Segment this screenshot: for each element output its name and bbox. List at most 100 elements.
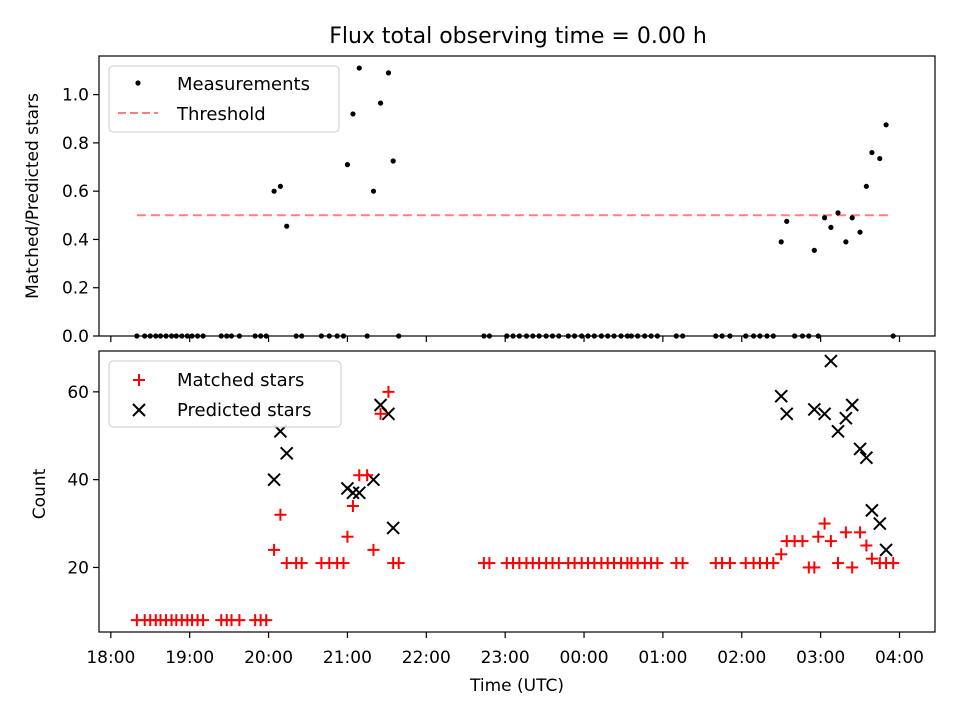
- legend-matched-label: Matched stars: [177, 370, 304, 391]
- predicted-point: [853, 442, 867, 456]
- legend-threshold-label: Threshold: [176, 104, 266, 125]
- legend-predicted-marker: [132, 403, 146, 417]
- bottom-legend: Matched stars Predicted stars: [108, 360, 342, 428]
- x-tick-label: 19:00: [165, 648, 214, 668]
- top-y-tick-label: 0.4: [62, 230, 89, 250]
- matched-point: [676, 557, 689, 570]
- top-y-tick-label: 0.6: [62, 182, 89, 202]
- bottom-y-tick-label: 40: [67, 471, 89, 491]
- chart-title: Flux total observing time = 0.00 h: [329, 24, 707, 49]
- top-y-axis: 0.0 0.2 0.4 0.6 0.8 1.0: [62, 86, 99, 347]
- predicted-point: [279, 446, 294, 461]
- x-tick-label: 22:00: [402, 648, 451, 668]
- legend-measurements-marker: [135, 80, 141, 86]
- predicted-point: [831, 424, 845, 439]
- top-y-tick-label: 0.2: [62, 279, 89, 299]
- matched-point: [382, 385, 395, 398]
- measurement-point: [778, 239, 784, 245]
- matched-point: [865, 552, 878, 565]
- measurement-point: [271, 188, 277, 194]
- top-legend-box: [108, 65, 340, 133]
- measurement-point: [811, 247, 817, 253]
- predicted-point: [824, 354, 838, 368]
- matched-point: [361, 469, 374, 482]
- matched-point: [723, 557, 736, 570]
- x-tick-label: 00:00: [560, 648, 609, 668]
- matched-point: [233, 614, 246, 627]
- matched-point: [374, 407, 387, 420]
- predicted-point: [807, 402, 822, 417]
- matched-point: [824, 535, 837, 548]
- matched-point: [775, 548, 788, 561]
- x-tick-label: 02:00: [717, 648, 766, 668]
- measurement-point: [277, 183, 283, 189]
- matched-point: [337, 557, 350, 570]
- matched-point: [341, 530, 354, 543]
- top-y-tick-label: 0.0: [62, 327, 89, 347]
- x-tick-label: 18:00: [86, 648, 135, 668]
- measurement-point: [863, 183, 869, 189]
- x-tick-label: 23:00: [481, 648, 530, 668]
- predicted-point: [267, 472, 281, 487]
- x-tick-label: 01:00: [638, 648, 687, 668]
- measurement-point: [784, 218, 790, 224]
- top-panel: 0.0 0.2 0.4 0.6 0.8 1.0 Matched/Predicted sta…: [23, 55, 936, 347]
- measurement-point: [344, 162, 351, 168]
- bottom-x-axis: 18:00 19:00 20:00 21:00 22:00 23:00 00:00 01:00…: [86, 632, 924, 668]
- predicted-point: [845, 398, 859, 412]
- measurement-point: [284, 223, 290, 229]
- predicted-point: [817, 407, 832, 421]
- predicted-point: [879, 543, 893, 557]
- matched-point: [767, 557, 780, 570]
- predicted-point: [780, 407, 794, 421]
- measurement-point: [857, 229, 863, 235]
- bottom-plot-area: [130, 354, 900, 627]
- x-axis-label: Time (UTC): [469, 676, 564, 696]
- predicted-point: [346, 486, 360, 500]
- predicted-point: [873, 516, 887, 531]
- x-tick-label: 04:00: [875, 648, 924, 668]
- predicted-point: [381, 407, 396, 421]
- matched-point: [846, 561, 859, 574]
- measurement-point: [390, 158, 396, 164]
- matched-point: [831, 557, 844, 570]
- bottom-legend-box: [108, 360, 342, 428]
- legend-measurements-label: Measurements: [177, 74, 310, 95]
- matched-point: [796, 535, 809, 548]
- measurement-point: [821, 215, 828, 221]
- matched-point: [268, 543, 281, 556]
- measurement-point: [883, 122, 889, 128]
- measurement-point: [835, 210, 841, 216]
- top-x-axis: [110, 336, 901, 342]
- bottom-y-tick-label: 20: [67, 558, 89, 578]
- bottom-y-axis-label: Count: [30, 468, 50, 519]
- top-y-axis-label: Matched/Predicted stars: [23, 93, 43, 299]
- predicted-point: [352, 486, 366, 500]
- bottom-panel: 20 40 60 18:00 19:00 20:00 21:00 22:00 23:00 00:…: [30, 350, 936, 696]
- top-axes-frame: [98, 55, 936, 337]
- predicted-point: [839, 411, 853, 425]
- x-tick-label: 03:00: [796, 648, 845, 668]
- matched-point: [346, 499, 359, 512]
- matched-point: [483, 557, 496, 570]
- matched-point: [854, 526, 867, 539]
- matched-point: [839, 526, 852, 539]
- top-y-tick-label: 0.8: [62, 134, 89, 154]
- bottom-y-tick-label: 60: [67, 383, 89, 403]
- matched-point: [808, 561, 821, 574]
- matched-point: [887, 557, 900, 570]
- matched-point: [818, 517, 831, 530]
- x-tick-label: 20:00: [244, 648, 293, 668]
- measurement-point: [877, 155, 883, 162]
- measurement-point: [828, 224, 834, 230]
- matched-point: [812, 530, 825, 543]
- matched-point: [367, 543, 380, 556]
- top-y-tick-label: 1.0: [62, 86, 89, 106]
- top-legend: Measurements Threshold: [108, 65, 340, 133]
- measurement-point: [843, 239, 849, 245]
- legend-predicted-label: Predicted stars: [177, 400, 311, 421]
- predicted-point: [386, 521, 400, 535]
- measurement-point: [356, 65, 362, 71]
- matched-point: [274, 508, 287, 521]
- measurement-point: [370, 188, 377, 194]
